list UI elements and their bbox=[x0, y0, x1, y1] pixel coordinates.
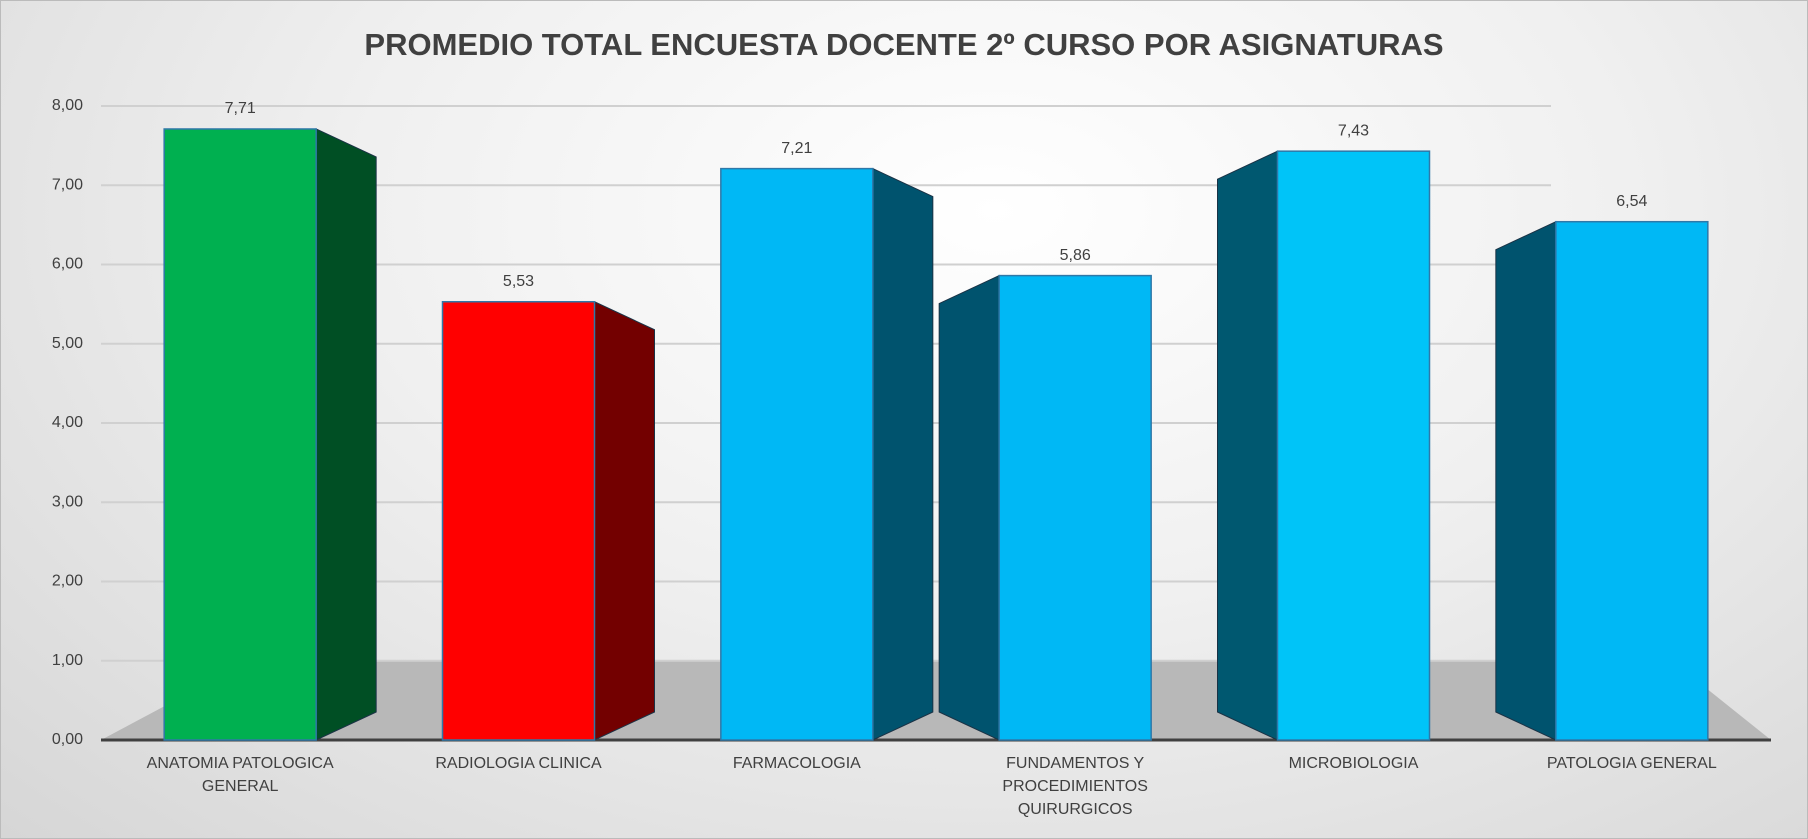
x-tick-label: FARMACOLOGIA bbox=[732, 755, 861, 772]
x-tick-label: FUNDAMENTOS Y PROCEDIMIENTOS QUIRURGICOS bbox=[1002, 755, 1148, 818]
x-tick-label: MICROBIOLOGIA bbox=[1288, 755, 1419, 772]
bar-side bbox=[1495, 220, 1557, 741]
y-tick-label: 1,00 bbox=[52, 652, 83, 669]
bar-side bbox=[1217, 150, 1278, 741]
value-label: 7,21 bbox=[781, 140, 812, 157]
x-tick-label: PATOLOGIA GENERAL bbox=[1546, 755, 1717, 772]
value-label: 7,43 bbox=[1338, 122, 1369, 139]
value-label: 7,71 bbox=[225, 100, 256, 117]
bar bbox=[998, 274, 1152, 741]
x-tick-label: RADIOLOGIA CLINICA bbox=[435, 755, 602, 772]
bar bbox=[1555, 220, 1709, 741]
bar bbox=[720, 167, 874, 741]
y-tick-label: 7,00 bbox=[52, 176, 83, 193]
y-tick-label: 6,00 bbox=[52, 256, 83, 273]
y-tick-label: 3,00 bbox=[52, 493, 83, 510]
y-tick-label: 8,00 bbox=[52, 97, 83, 114]
chart-title: PROMEDIO TOTAL ENCUESTA DOCENTE 2º CURSO… bbox=[364, 27, 1443, 62]
value-label: 6,54 bbox=[1616, 193, 1647, 210]
y-tick-label: 4,00 bbox=[52, 414, 83, 431]
y-tick-label: 0,00 bbox=[52, 731, 83, 748]
bar bbox=[1276, 150, 1431, 741]
x-tick-label: ANATOMIA PATOLOGICA GENERAL bbox=[146, 755, 334, 795]
bar bbox=[163, 128, 317, 741]
bar-side bbox=[315, 128, 377, 741]
bar bbox=[441, 300, 596, 741]
value-label: 5,53 bbox=[503, 273, 534, 290]
bar-side bbox=[872, 167, 934, 741]
y-tick-label: 2,00 bbox=[52, 573, 83, 590]
bar-side bbox=[594, 300, 655, 741]
y-tick-label: 5,00 bbox=[52, 335, 83, 352]
value-label: 5,86 bbox=[1060, 247, 1091, 264]
bar-side bbox=[938, 274, 1000, 741]
